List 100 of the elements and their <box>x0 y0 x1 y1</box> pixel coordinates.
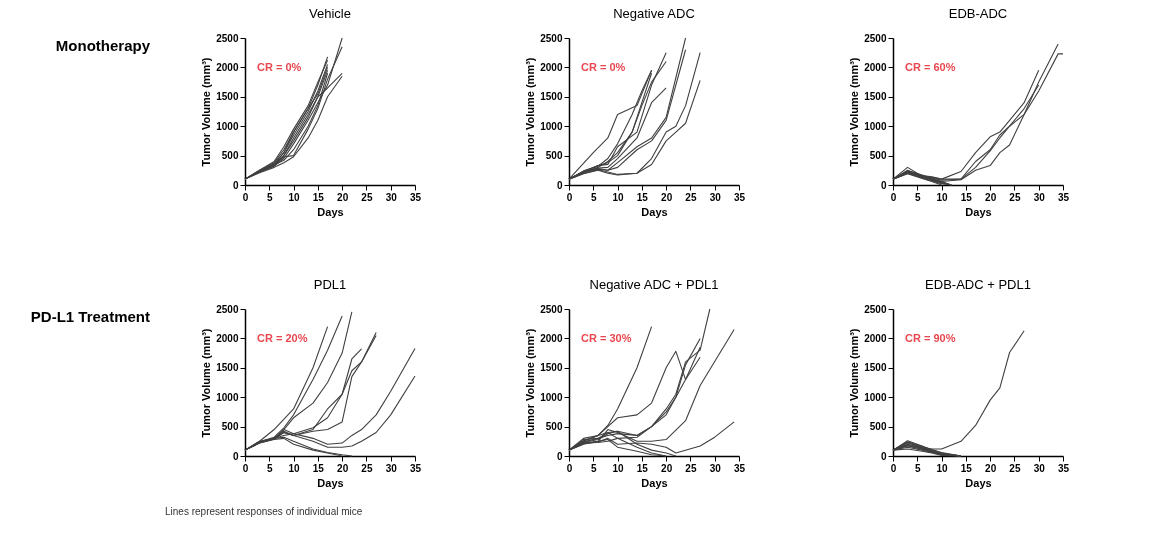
chart-title: PDL1 <box>313 277 347 292</box>
x-tick-label: 10 <box>612 462 625 474</box>
y-axis-title: Tumor Volume (mm³) <box>848 57 861 167</box>
y-axis-title: Tumor Volume (mm³) <box>200 328 213 438</box>
y-tick-label: 2000 <box>864 332 887 344</box>
x-tick-label: 20 <box>661 191 673 203</box>
y-tick-label: 2500 <box>216 32 239 44</box>
x-tick-label: 10 <box>288 191 301 203</box>
x-tick-label: 5 <box>591 462 597 474</box>
y-tick-label: 500 <box>221 421 239 433</box>
x-tick-label: 15 <box>312 191 325 203</box>
x-tick-label: 35 <box>733 191 746 203</box>
y-axis-title: Tumor Volume (mm³) <box>524 328 537 438</box>
x-tick-label: 25 <box>361 191 373 203</box>
annotation: CR = 0% <box>257 61 302 73</box>
y-tick-label: 1000 <box>216 391 239 403</box>
x-tick-label: 35 <box>733 462 746 474</box>
y-tick-label: 0 <box>232 179 239 191</box>
x-tick-label: 20 <box>661 462 673 474</box>
x-tick-label: 5 <box>915 462 921 474</box>
y-tick-label: 0 <box>880 179 887 191</box>
chart-title: EDB-ADC <box>948 6 1008 21</box>
y-axis-title: Tumor Volume (mm³) <box>848 328 861 438</box>
x-tick-label: 15 <box>960 462 973 474</box>
y-tick-label: 1500 <box>540 362 563 374</box>
annotation: CR = 90% <box>905 332 956 344</box>
y-tick-label: 0 <box>556 179 563 191</box>
y-tick-label: 2500 <box>216 303 239 315</box>
x-tick-label: 5 <box>267 191 273 203</box>
x-axis-title: Days <box>317 205 344 218</box>
y-tick-label: 500 <box>545 150 563 162</box>
x-tick-label: 25 <box>685 191 697 203</box>
y-tick-label: 1000 <box>540 391 563 403</box>
y-tick-label: 2000 <box>216 61 239 73</box>
x-tick-label: 5 <box>591 191 597 203</box>
x-axis-title: Days <box>965 476 992 489</box>
x-tick-label: 5 <box>267 462 273 474</box>
x-tick-label: 15 <box>312 462 325 474</box>
x-tick-label: 25 <box>1009 462 1021 474</box>
y-tick-label: 500 <box>869 150 887 162</box>
x-tick-label: 20 <box>337 191 349 203</box>
x-tick-label: 30 <box>1033 191 1046 203</box>
x-tick-label: 0 <box>890 462 897 474</box>
x-axis-title: Days <box>317 476 344 489</box>
y-tick-label: 2500 <box>864 303 887 315</box>
y-tick-label: 500 <box>869 421 887 433</box>
x-tick-label: 30 <box>709 462 722 474</box>
y-tick-label: 2000 <box>540 332 563 344</box>
y-tick-label: 1500 <box>216 362 239 374</box>
x-tick-label: 5 <box>915 191 921 203</box>
x-tick-label: 0 <box>890 191 897 203</box>
x-axis-title: Days <box>641 205 668 218</box>
y-tick-label: 1000 <box>864 120 887 132</box>
text: PD-L1 Treatment <box>30 308 150 325</box>
x-tick-label: 20 <box>985 462 997 474</box>
x-tick-label: 0 <box>566 191 573 203</box>
x-tick-label: 35 <box>1057 191 1070 203</box>
y-tick-label: 0 <box>556 450 563 462</box>
chart-title: Negative ADC <box>613 6 695 21</box>
x-tick-label: 30 <box>385 462 398 474</box>
annotation: CR = 60% <box>905 61 956 73</box>
x-tick-label: 20 <box>985 191 997 203</box>
x-tick-label: 10 <box>288 462 301 474</box>
x-tick-label: 35 <box>409 191 422 203</box>
y-tick-label: 1000 <box>864 391 887 403</box>
y-tick-label: 500 <box>545 421 563 433</box>
x-tick-label: 15 <box>960 191 973 203</box>
x-tick-label: 0 <box>242 191 249 203</box>
chart-title: Vehicle <box>309 6 351 21</box>
annotation: CR = 30% <box>581 332 632 344</box>
x-tick-label: 15 <box>636 462 649 474</box>
y-tick-label: 2000 <box>864 61 887 73</box>
x-tick-label: 10 <box>936 462 949 474</box>
x-tick-label: 0 <box>566 462 573 474</box>
y-axis-title: Tumor Volume (mm³) <box>200 57 213 167</box>
y-tick-label: 1500 <box>864 362 887 374</box>
y-tick-label: 0 <box>880 450 887 462</box>
annotation: CR = 20% <box>257 332 308 344</box>
chart-title: EDB-ADC + PDL1 <box>925 277 1031 292</box>
y-tick-label: 2000 <box>216 332 239 344</box>
y-tick-label: 500 <box>221 150 239 162</box>
y-tick-label: 0 <box>232 450 239 462</box>
y-tick-label: 1000 <box>216 120 239 132</box>
x-tick-label: 20 <box>337 462 349 474</box>
x-tick-label: 25 <box>685 462 697 474</box>
x-tick-label: 15 <box>636 191 649 203</box>
y-axis-title: Tumor Volume (mm³) <box>524 57 537 167</box>
x-tick-label: 30 <box>1033 462 1046 474</box>
x-tick-label: 10 <box>612 191 625 203</box>
x-tick-label: 30 <box>385 191 398 203</box>
annotation: CR = 0% <box>581 61 626 73</box>
y-tick-label: 2000 <box>540 61 563 73</box>
y-tick-label: 2500 <box>540 303 563 315</box>
x-tick-label: 35 <box>409 462 422 474</box>
text: Lines represent responses of individual mice <box>165 506 363 517</box>
y-tick-label: 1000 <box>540 120 563 132</box>
x-axis-title: Days <box>641 476 668 489</box>
text: Monotherapy <box>55 37 151 54</box>
x-axis-title: Days <box>965 205 992 218</box>
y-tick-label: 2500 <box>540 32 563 44</box>
